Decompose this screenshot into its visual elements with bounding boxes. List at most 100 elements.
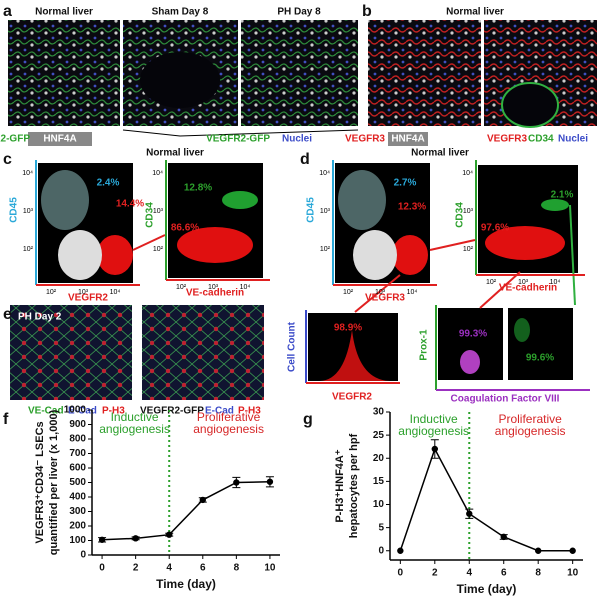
annotation: angiogenesis [99,422,170,436]
label: 98.9% [334,323,362,334]
marker [199,496,206,504]
label: Sham Day 8 [152,7,209,18]
label: 2.4% [97,178,120,189]
annotation: angiogenesis [398,424,469,438]
micrograph [8,20,120,126]
label: VE-cadherin [499,283,557,294]
marker [98,536,106,543]
label: 99.6% [526,353,554,364]
y-tick-label: 20 [373,453,385,464]
y-tick-label: 5 [378,522,384,533]
label: 10² [320,246,331,253]
flow-plots [35,160,590,391]
x-tick-label: 4 [466,568,472,579]
label: 10³ [23,208,34,215]
label: VE-cadherin [186,288,244,299]
annotation: Proliferative [498,412,562,426]
y-tick-label: 600 [69,463,86,474]
label: CD34 [145,202,156,228]
label: 10² [46,289,57,296]
y-axis-title: VEGFR3⁺CD34⁻ LSECs [34,421,46,543]
label: a [3,3,12,20]
label: g [303,411,313,428]
y-tick-label: 900 [69,419,86,430]
label: Normal liver [411,148,469,159]
micrograph [368,20,481,126]
label: 10⁴ [152,170,163,177]
marker [466,510,473,517]
label: 97.6% [481,223,509,234]
label: b [362,3,372,20]
label-box [388,132,428,146]
marker [500,533,507,541]
label: HNF4A [391,134,424,145]
annotation: Inductive [410,412,458,426]
y-tick-label: 100 [69,535,86,546]
x-axis-title: Time (day) [156,577,216,591]
label: 10⁴ [550,279,561,286]
x-tick-label: 6 [200,563,206,574]
label: 10³ [208,284,219,291]
label: Normal liver [35,7,93,18]
x-tick-label: 2 [133,563,139,574]
label: 10² [463,246,474,253]
label: 10³ [153,208,164,215]
x-axis-title: Time (day) [457,582,517,596]
label: E-Cad [68,406,97,417]
label: 10⁴ [110,289,121,296]
annotation: angiogenesis [193,422,264,436]
label: 10⁴ [319,170,330,177]
x-tick-label: 10 [264,563,276,574]
y-tick-label: 300 [69,506,86,517]
label: VEGFR3 [345,134,385,145]
x-tick-label: 0 [99,563,105,574]
label: Coagulation Factor VIII [451,394,560,405]
marker [266,478,274,485]
label: 14.4% [116,199,144,210]
label: 10⁴ [240,284,251,291]
y-tick-label: 0 [378,545,384,556]
marker [397,547,404,554]
micrograph [142,305,264,400]
label: 10⁴ [22,170,33,177]
y-axis-title: quantified per liver (x 1,000) [48,409,60,555]
label: 10² [486,279,497,286]
label: CD34 [528,134,554,145]
y-tick-label: 10 [373,499,385,510]
label: 10² [343,289,354,296]
label: 2.7% [394,178,417,189]
label: Nuclei [282,134,312,145]
label: 10² [176,284,187,291]
line [399,447,573,552]
label: 12.8% [184,183,212,194]
label-box [28,132,92,146]
label: CD45 [306,197,317,223]
label: VEGFR2-GFP [206,134,270,145]
marker [534,547,542,554]
marker [431,445,439,453]
marker [569,547,576,554]
x-tick-label: 2 [432,568,438,579]
label: VEGFR2 [332,392,372,403]
label: 10³ [463,208,474,215]
y-tick-label: 15 [373,476,385,487]
label: 86.6% [171,223,199,234]
x-tick-label: 8 [535,568,541,579]
y-axis-title: P-H3⁺HNF4A⁺ [334,449,346,523]
bracket [122,129,359,137]
label: VEGFR3 [487,134,527,145]
label: 99.3% [459,329,487,340]
label: PH Day 2 [18,312,62,323]
label: VEGFR2 [68,293,108,304]
y-tick-label: 1000 [64,405,87,416]
label: 12.3% [398,202,426,213]
label: Cell Count [287,321,298,372]
label: 10⁴ [462,170,473,177]
x-tick-label: 8 [234,563,240,574]
y-tick-label: 0 [80,550,86,561]
label: CD34 [455,202,466,228]
label: CD45 [9,197,20,223]
label: 10³ [375,289,386,296]
label: 10² [23,246,34,253]
